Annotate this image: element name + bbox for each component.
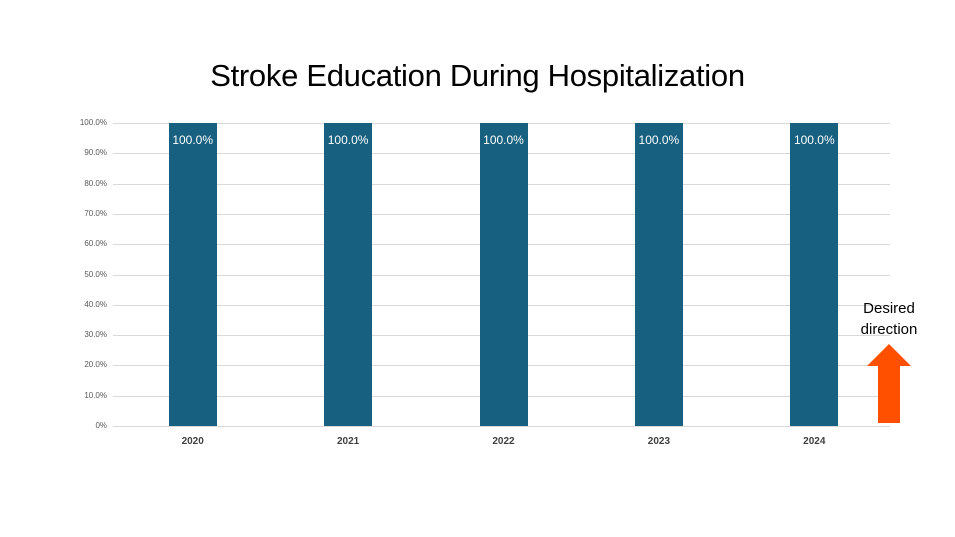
bar-2024 — [790, 123, 839, 426]
x-tick-label: 2022 — [492, 436, 515, 447]
bar-value-label: 100.0% — [327, 133, 369, 147]
x-tick-label: 2023 — [647, 436, 671, 447]
plot-area: 100.0% 100.0% 100.0% 100.0% 100.0% — [113, 123, 890, 427]
bar-value-label: 100.0% — [793, 133, 835, 147]
x-tick-label: 2021 — [336, 436, 360, 447]
y-tick-label: 30.0% — [84, 330, 107, 340]
bar-value-label: 100.0% — [483, 133, 524, 147]
bar-2020 — [168, 123, 217, 426]
y-tick-label: 60.0% — [84, 239, 107, 249]
bar-2023 — [634, 123, 683, 426]
x-tick-label: 2024 — [803, 436, 826, 447]
y-tick-label: 90.0% — [84, 148, 107, 158]
desired-direction-label: Desired direction — [846, 298, 932, 340]
up-arrow-icon — [867, 344, 911, 423]
y-tick-label: 20.0% — [84, 360, 107, 370]
y-tick-label: 40.0% — [84, 299, 107, 309]
y-tick-label: 10.0% — [84, 390, 107, 400]
y-tick-label: 0% — [95, 421, 107, 430]
x-tick-label: 2020 — [181, 436, 204, 447]
bar-value-label: 100.0% — [172, 133, 214, 147]
y-tick-label: 70.0% — [84, 208, 107, 218]
desired-line2: direction — [860, 321, 918, 338]
y-tick-label: 100.0% — [79, 118, 107, 127]
y-tick-label: 50.0% — [84, 269, 107, 279]
bar-value-label: 100.0% — [638, 133, 680, 147]
desired-line1: Desired — [863, 300, 915, 317]
y-tick-label: 80.0% — [84, 178, 107, 188]
gridline — [113, 426, 890, 427]
chart-title: Stroke Education During Hospitalization — [210, 58, 745, 93]
bar-2021 — [324, 123, 373, 426]
bar-2022 — [479, 123, 528, 426]
